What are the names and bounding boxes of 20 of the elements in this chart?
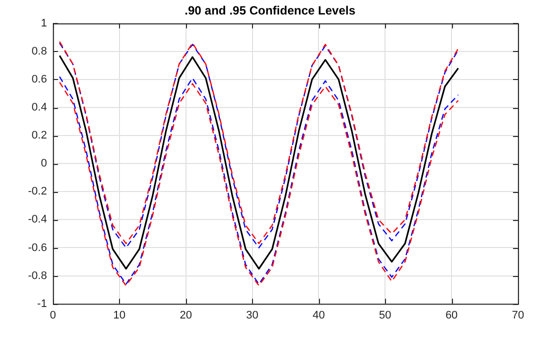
x-tick-label: 70 [512,309,524,322]
y-tick-label: -1 [37,298,47,310]
x-tick-label: 40 [312,309,325,322]
x-tick-label: 10 [113,309,126,322]
x-tick-label: 60 [445,309,458,322]
y-tick-label: 0 [40,158,47,170]
y-tick-label: 0.2 [32,130,47,142]
y-tick-label: -0.6 [28,242,47,254]
x-tick-label: 50 [379,309,392,322]
x-tick-label: 0 [50,309,56,322]
y-tick-label: -0.8 [28,270,47,282]
y-tick-label: 0.6 [32,74,47,86]
y-tick-label: 0.4 [32,102,47,114]
x-tick-label: 20 [180,309,192,322]
y-tick-label: -0.4 [28,214,47,226]
x-tick-label: 30 [246,309,258,322]
chart-title: .90 and .95 Confidence Levels [184,4,356,18]
y-tick-label: 1 [40,17,47,30]
y-tick-label: -0.2 [28,186,47,198]
y-tick-label: 0.8 [32,45,47,58]
